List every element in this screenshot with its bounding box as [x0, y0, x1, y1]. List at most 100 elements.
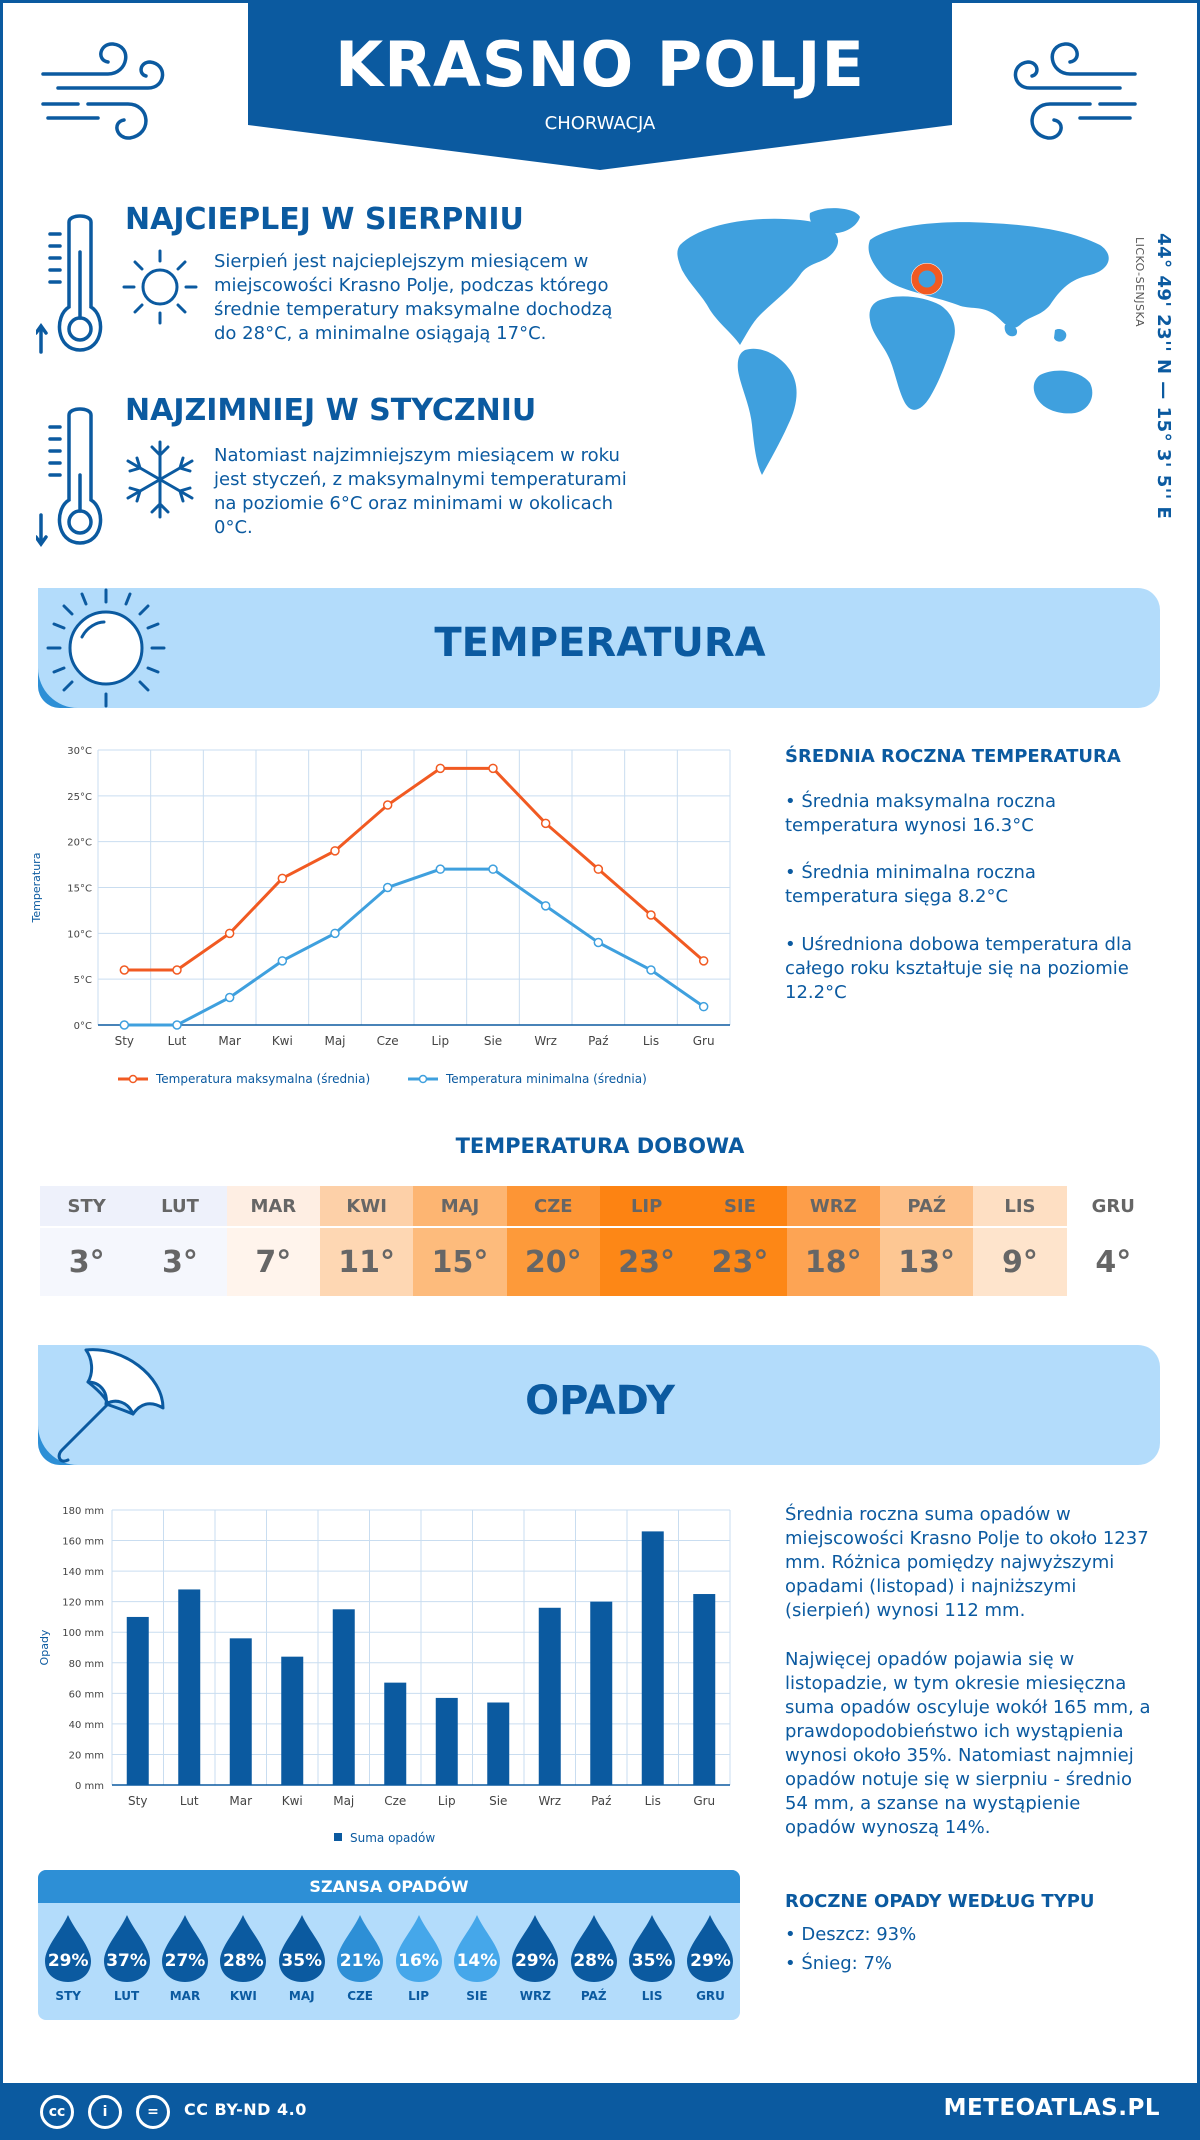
x-tick-label: Lip	[432, 1034, 450, 1048]
y-axis-label: Temperatura	[30, 853, 43, 924]
precip-bar	[281, 1656, 304, 1785]
y-tick-label: 20°C	[67, 838, 92, 849]
no-derivatives-icon[interactable]: =	[136, 2095, 170, 2129]
daily-temp-month: KWI	[319, 1186, 414, 1226]
world-map	[677, 208, 1109, 475]
precipitation-chart: 0 mm 20 mm 40 mm 60 mm 80 mm 100 mm 120 mm 140 …	[38, 1506, 731, 1845]
daily-temp-value: 9°	[973, 1226, 1067, 1296]
raindrop-icon: 35%	[627, 1913, 677, 1983]
precip-chance-value: 35%	[631, 1951, 673, 1971]
x-tick-label: Lut	[168, 1034, 187, 1048]
daily-temp-column: CZE 20°	[506, 1186, 600, 1296]
daily-temp-value: 18°	[786, 1226, 880, 1296]
raindrop-icon: 27%	[160, 1913, 210, 1983]
raindrop-icon: 35%	[277, 1913, 327, 1983]
raindrop-icon: 29%	[510, 1913, 560, 1983]
daily-temp-value: 3°	[133, 1226, 227, 1296]
x-tick-label: Wrz	[538, 1794, 561, 1808]
precip-chance-month: MAJ	[288, 1989, 315, 2003]
precip-chance-value: 29%	[47, 1951, 89, 1971]
daily-temp-value: 20°	[506, 1226, 600, 1296]
data-point-min	[330, 928, 340, 939]
precip-banner	[38, 1345, 1160, 1465]
y-tick-label: 80 mm	[69, 1659, 104, 1670]
daily-temp-column: KWI 11°	[319, 1186, 414, 1296]
precip-bar	[590, 1601, 613, 1785]
daily-temp-value: 4°	[1066, 1226, 1160, 1296]
data-point-min	[540, 901, 551, 911]
region-label: LICKO-SENJSKA	[1133, 237, 1146, 328]
x-tick-label: Kwi	[282, 1794, 303, 1808]
y-tick-label: 20 mm	[69, 1750, 104, 1761]
daily-temp-value: 23°	[693, 1226, 787, 1296]
thermometer-up-icon	[36, 214, 103, 354]
precip-chance-item: 14% SIE	[448, 1913, 506, 2003]
data-point-max	[488, 763, 498, 774]
precip-chance-value: 21%	[339, 1951, 381, 1971]
x-tick-label: Lis	[645, 1794, 661, 1808]
warmest-text: Sierpień jest najcieplejszym miesiącem w…	[214, 251, 613, 344]
data-point-max	[277, 873, 288, 884]
precip-bar	[332, 1609, 355, 1785]
x-tick-label: Maj	[333, 1794, 354, 1808]
raindrop-icon: 28%	[218, 1913, 268, 1983]
precip-chance-month: GRU	[696, 1989, 725, 2003]
precip-chance-item: 28% PAŹ	[565, 1913, 623, 2003]
precip-bar	[487, 1702, 510, 1785]
legend-label: Suma opadów	[350, 1831, 435, 1845]
license-label[interactable]: CC BY-ND 4.0	[184, 2100, 307, 2119]
x-tick-label: Mar	[218, 1034, 241, 1048]
precip-bar	[641, 1531, 664, 1785]
data-point-min	[224, 992, 235, 1003]
precip-section-title: OPADY	[525, 1378, 675, 1424]
daily-temp-month: SIE	[693, 1186, 787, 1226]
annual-temp-bullet-min: • Średnia minimalna roczna temperatura s…	[785, 862, 1036, 907]
x-tick-label: Cze	[377, 1034, 399, 1048]
precip-type-title: ROCZNE OPADY WEDŁUG TYPU	[785, 1891, 1095, 1912]
precip-chance-month: LUT	[114, 1989, 140, 2003]
data-point-max	[646, 910, 656, 920]
daily-temp-column: STY 3°	[40, 1186, 134, 1296]
y-tick-label: 0°C	[74, 1021, 92, 1032]
precip-chance-value: 28%	[573, 1951, 615, 1971]
y-tick-label: 0 mm	[75, 1781, 104, 1792]
precip-chance-month: SIE	[466, 1989, 488, 2003]
y-tick-label: 100 mm	[62, 1628, 104, 1639]
attribution-icon[interactable]: i	[88, 2095, 122, 2129]
daily-temp-column: PAŹ 13°	[879, 1186, 974, 1296]
precip-chance-item: 16% LIP	[389, 1913, 447, 2003]
precip-chance-value: 29%	[690, 1951, 731, 1971]
x-tick-label: Sie	[489, 1794, 507, 1808]
precip-chance-item: 29% GRU	[681, 1913, 739, 2003]
raindrop-icon: 14%	[452, 1913, 502, 1983]
data-point-max	[119, 965, 130, 975]
precip-bar	[229, 1638, 252, 1785]
annual-temp-bullet-avg: • Uśredniona dobowa temperatura dla całe…	[785, 934, 1133, 1003]
daily-temp-value: 23°	[599, 1226, 694, 1296]
daily-temp-value: 3°	[40, 1226, 134, 1296]
raindrop-icon: 16%	[394, 1913, 444, 1983]
series-line-min	[124, 867, 705, 1027]
precip-bar	[384, 1682, 407, 1785]
wind-icon	[41, 42, 165, 140]
cc-icon[interactable]: cc	[40, 2095, 74, 2129]
x-tick-label: Kwi	[272, 1034, 293, 1048]
legend-marker	[128, 1074, 138, 1084]
x-tick-label: Lis	[643, 1034, 659, 1048]
data-point-max	[540, 818, 551, 829]
daily-temp-value: 13°	[879, 1226, 974, 1296]
annual-temp-bullet-max: • Średnia maksymalna roczna temperatura …	[785, 791, 1056, 836]
y-tick-label: 160 mm	[62, 1537, 104, 1548]
country-subtitle: CHORWACJA	[544, 113, 656, 134]
precip-chance-value: 27%	[164, 1951, 206, 1971]
raindrop-icon: 29%	[685, 1913, 735, 1983]
precip-chance-item: 27% MAR	[156, 1913, 214, 2003]
coldest-text: Natomiast najzimniejszym miesiącem w rok…	[214, 445, 627, 538]
precip-chance-month: KWI	[229, 1989, 257, 2003]
warmest-title: NAJCIEPLEJ W SIERPNIU	[125, 202, 524, 237]
precip-chance-value: 35%	[281, 1951, 323, 1971]
site-link[interactable]: METEOATLAS.PL	[943, 2095, 1160, 2121]
series-line-max	[124, 766, 705, 972]
daily-temp-month: LIS	[973, 1186, 1067, 1226]
data-point-max	[593, 864, 604, 874]
